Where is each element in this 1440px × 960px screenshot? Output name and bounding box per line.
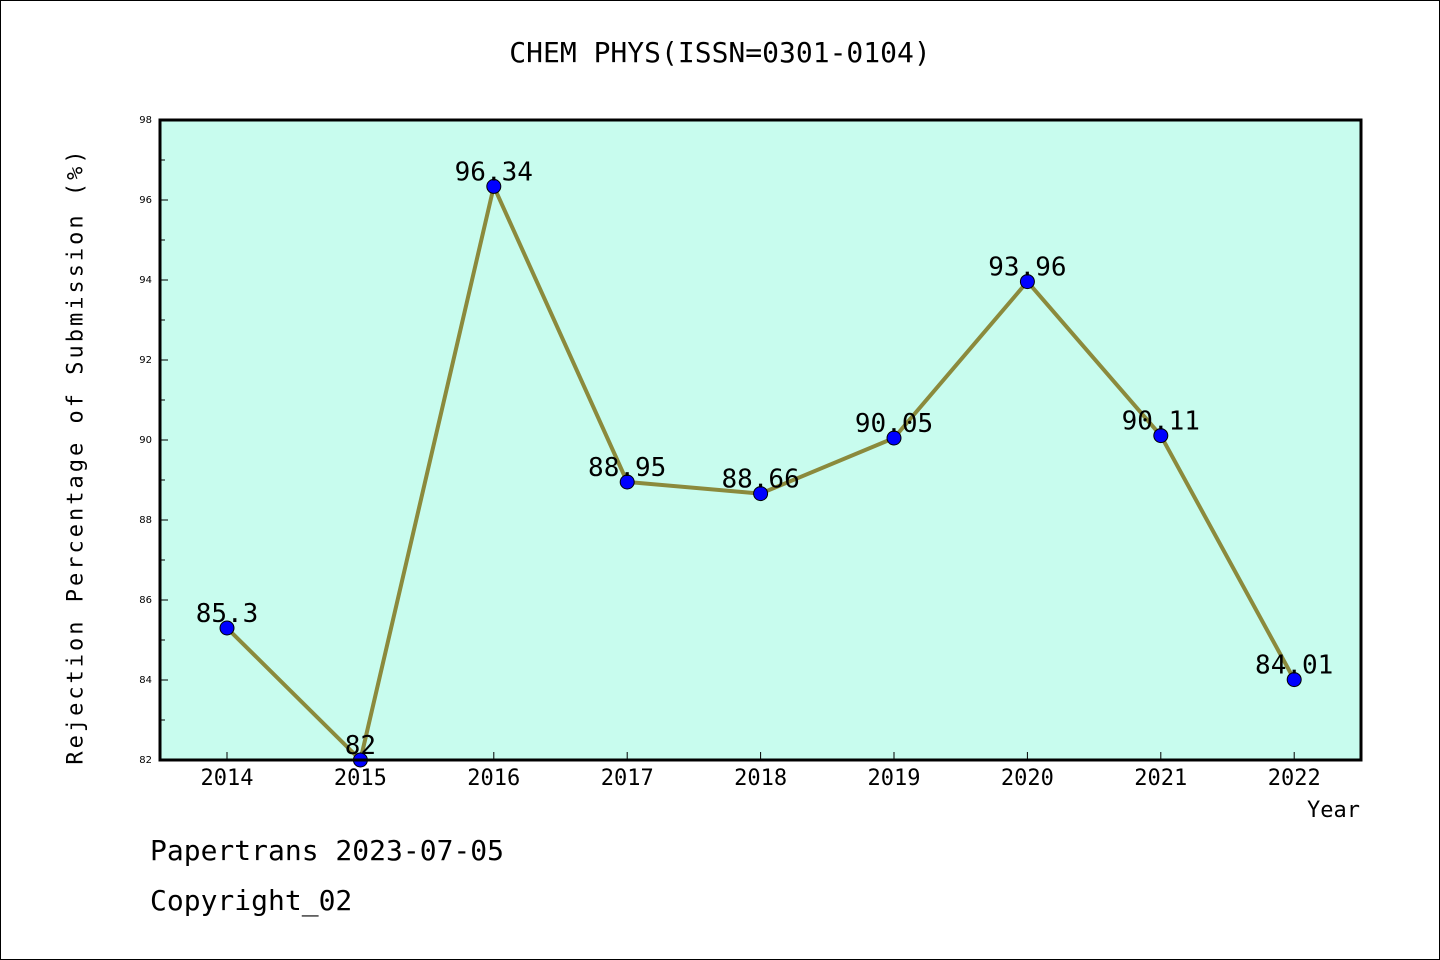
chart-title: CHEM PHYS(ISSN=0301-0104) <box>509 36 931 69</box>
data-label: 90.05 <box>855 409 933 439</box>
x-tick-label: 2017 <box>601 766 654 791</box>
data-point <box>1286 672 1302 688</box>
data-label: 85.3 <box>196 599 259 629</box>
plot-area <box>160 120 1361 760</box>
x-tick-label: 2021 <box>1134 766 1187 791</box>
y-tick-label: 96 <box>139 195 152 206</box>
data-point <box>619 474 635 490</box>
data-point <box>1019 274 1035 290</box>
data-labels: 85.3 82 96.34 88.95 88.66 90.05 93.96 90.11 84.0… <box>196 157 1334 761</box>
y-tick-label: 88 <box>139 515 152 526</box>
x-tick-labels: 2014 2015 2016 2017 2018 2019 2020 2021 2022 <box>201 766 1321 791</box>
data-point <box>219 620 235 636</box>
y-tick-label: 90 <box>139 435 152 446</box>
y-tick-label: 84 <box>139 675 152 686</box>
footer-date: Papertrans 2023-07-05 <box>150 834 505 867</box>
data-point <box>886 430 902 446</box>
x-tick-label: 2019 <box>868 766 921 791</box>
x-axis-label: Year <box>1307 798 1360 823</box>
y-tick-label: 92 <box>139 355 152 366</box>
x-tick-label: 2022 <box>1268 766 1321 791</box>
data-markers <box>219 178 1302 768</box>
data-label: 82 <box>345 731 376 761</box>
y-tick-label: 98 <box>139 115 152 126</box>
x-tick-label: 2018 <box>734 766 787 791</box>
data-point <box>1153 428 1169 444</box>
x-tick-label: 2016 <box>467 766 520 791</box>
y-tick-label: 82 <box>139 755 152 766</box>
plot-border <box>158 118 1363 762</box>
y-tick-label: 86 <box>139 595 152 606</box>
data-point <box>753 486 769 502</box>
footer-copyright: Copyright_02 <box>150 884 353 917</box>
x-tick-label: 2020 <box>1001 766 1054 791</box>
data-label: 84.01 <box>1255 651 1333 681</box>
data-label: 93.96 <box>988 253 1066 283</box>
data-label: 88.66 <box>721 465 799 495</box>
y-tick-labels: 82 84 86 88 90 92 94 96 98 <box>139 115 152 766</box>
x-tick-label: 2015 <box>334 766 387 791</box>
data-label: 88.95 <box>588 453 666 483</box>
y-tick-label: 94 <box>139 275 152 286</box>
data-label: 90.11 <box>1122 407 1200 437</box>
data-label: 96.34 <box>455 157 533 187</box>
x-tick-label: 2014 <box>201 766 254 791</box>
y-axis-label: Rejection Percentage of Submission (%) <box>63 147 89 765</box>
data-point <box>486 178 502 194</box>
